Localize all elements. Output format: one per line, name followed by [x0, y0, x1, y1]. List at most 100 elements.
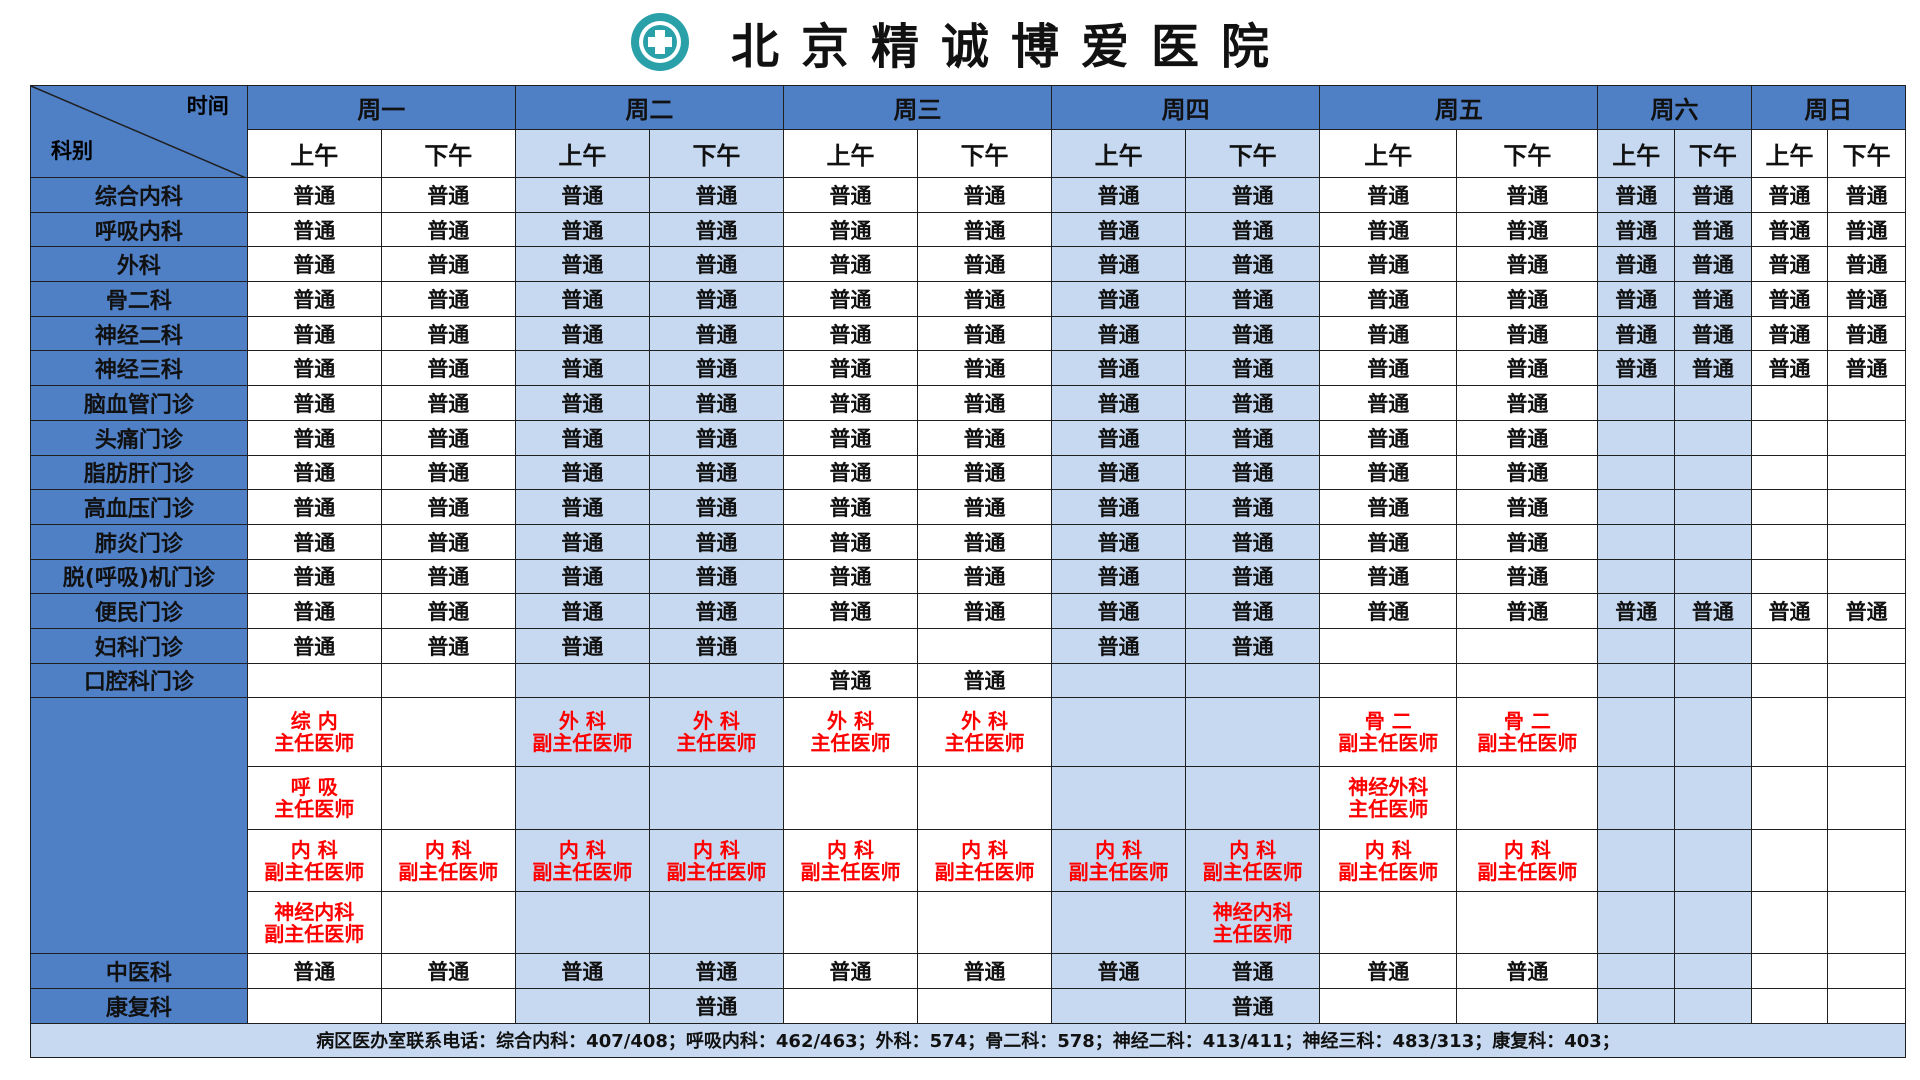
schedule-cell: [1750, 489, 1829, 525]
schedule-cell: 普通: [514, 593, 650, 629]
schedule-cell: 普通: [1185, 315, 1321, 352]
expert-cell: [782, 891, 919, 955]
expert-cell: [1750, 766, 1829, 831]
expert-cell: [1456, 766, 1599, 831]
schedule-cell: 普通: [514, 350, 650, 387]
schedule-cell: 普通: [782, 350, 919, 387]
schedule-cell: 普通: [917, 454, 1053, 491]
schedule-cell: 普通: [782, 246, 919, 283]
department-name: 神经三科: [30, 350, 248, 387]
schedule-cell: 普通: [1827, 315, 1906, 352]
expert-title: 主任医师: [944, 731, 1025, 756]
schedule-cell: [380, 662, 516, 699]
department-row: 神经二科 普通 普通 普通 普通 普通 普通 普通 普通 普通 普通 普通 普通 普通 普通: [30, 315, 1906, 352]
schedule-cell: 普通: [917, 315, 1053, 352]
schedule-cell: 普通: [782, 523, 919, 560]
schedule-cell: 普通: [1319, 523, 1458, 560]
schedule-cell: [782, 988, 919, 1024]
schedule-cell: 普通: [782, 211, 919, 248]
schedule-cell: 普通: [1051, 419, 1187, 456]
schedule-cell: 普通: [782, 489, 919, 525]
schedule-cell: 普通: [1597, 281, 1676, 317]
schedule-cell: 普通: [1750, 593, 1829, 629]
department-name: 骨二科: [30, 281, 248, 317]
schedule-cell: 普通: [648, 627, 784, 664]
expert-title: 副主任医师: [934, 859, 1035, 884]
schedule-cell: 普通: [1051, 385, 1187, 421]
schedule-cell: 普通: [1319, 385, 1458, 421]
expert-cell: 骨 二副主任医师: [1319, 697, 1458, 768]
schedule-cell: 普通: [380, 523, 516, 560]
schedule-cell: 普通: [1319, 350, 1458, 387]
expert-title: 副主任医师: [1477, 859, 1578, 884]
schedule-cell: 普通: [514, 419, 650, 456]
expert-cell: [1051, 766, 1187, 831]
expert-cell: [514, 891, 650, 955]
schedule-cell: 普通: [246, 385, 382, 421]
schedule-cell: [1597, 662, 1676, 699]
day-header: 周二: [514, 85, 784, 130]
expert-title: 副主任医师: [264, 859, 365, 884]
schedule-cell: 普通: [782, 177, 919, 213]
department-name: 便民门诊: [30, 593, 248, 629]
corner-dept-label: 科别: [51, 139, 93, 163]
schedule-cell: 普通: [1674, 350, 1752, 387]
expert-section-label: [30, 697, 248, 955]
expert-specialty: 内 科: [558, 837, 606, 862]
schedule-cell: 普通: [1597, 211, 1676, 248]
expert-cell: 内 科副主任医师: [1319, 829, 1458, 893]
half-day-header: 上午: [1750, 129, 1829, 178]
expert-cell: 神经内科 副主任医师: [246, 891, 382, 955]
department-row: 中医科 普通 普通 普通 普通 普通 普通 普通 普通 普通 普通: [30, 953, 1906, 989]
schedule-cell: 普通: [1319, 419, 1458, 456]
schedule-cell: 普通: [1319, 246, 1458, 283]
department-row: 脱(呼吸)机门诊 普通 普通 普通 普通 普通 普通 普通 普通 普通 普通: [30, 558, 1906, 595]
schedule-cell: 普通: [1456, 523, 1599, 560]
schedule-cell: [1750, 454, 1829, 491]
expert-cell: 内 科副主任医师: [246, 829, 382, 893]
expert-specialty: 外 科: [692, 709, 740, 734]
schedule-cell: 普通: [1051, 593, 1187, 629]
expert-cell: [648, 766, 784, 831]
expert-cell: [1750, 829, 1829, 893]
schedule-cell: [380, 988, 516, 1024]
schedule-cell: 普通: [1827, 211, 1906, 248]
day-header: 周日: [1750, 85, 1907, 130]
schedule-cell: 普通: [648, 246, 784, 283]
expert-title: 副主任医师: [1202, 859, 1303, 884]
schedule-cell: 普通: [1827, 350, 1906, 387]
schedule-cell: 普通: [1456, 246, 1599, 283]
schedule-cell: 普通: [380, 419, 516, 456]
department-name: 脂肪肝门诊: [30, 454, 248, 491]
schedule-cell: 普通: [648, 593, 784, 629]
schedule-cell: 普通: [246, 246, 382, 283]
expert-cell: [1827, 891, 1906, 955]
expert-title: 主任医师: [274, 731, 355, 756]
schedule-cell: 普通: [246, 211, 382, 248]
schedule-cell: 普通: [514, 246, 650, 283]
expert-title: 副主任医师: [1477, 731, 1578, 756]
department-row: 骨二科 普通 普通 普通 普通 普通 普通 普通 普通 普通 普通 普通 普通 普通 普通: [30, 281, 1906, 317]
department-name: 中医科: [30, 953, 248, 989]
schedule-cell: 普通: [917, 593, 1053, 629]
header-corner-cell: 时间 科别: [30, 85, 248, 178]
schedule-cell: [1750, 988, 1829, 1024]
schedule-cell: 普通: [1597, 350, 1676, 387]
expert-cell: [1597, 891, 1676, 955]
schedule-cell: [1827, 385, 1906, 421]
schedule-cell: 普通: [917, 558, 1053, 595]
department-name: 口腔科门诊: [30, 662, 248, 699]
expert-specialty: 内 科: [692, 837, 740, 862]
expert-cell: 内 科副主任医师: [1051, 829, 1187, 893]
department-name: 头痛门诊: [30, 419, 248, 456]
schedule-cell: 普通: [246, 523, 382, 560]
schedule-cell: 普通: [1456, 281, 1599, 317]
schedule-cell: 普通: [380, 281, 516, 317]
department-name: 妇科门诊: [30, 627, 248, 664]
schedule-cell: 普通: [380, 953, 516, 989]
schedule-cell: [1051, 988, 1187, 1024]
schedule-cell: 普通: [782, 662, 919, 699]
expert-cell: [1319, 891, 1458, 955]
expert-specialty: 内 科: [1229, 837, 1277, 862]
expert-specialty: 内 科: [961, 837, 1009, 862]
